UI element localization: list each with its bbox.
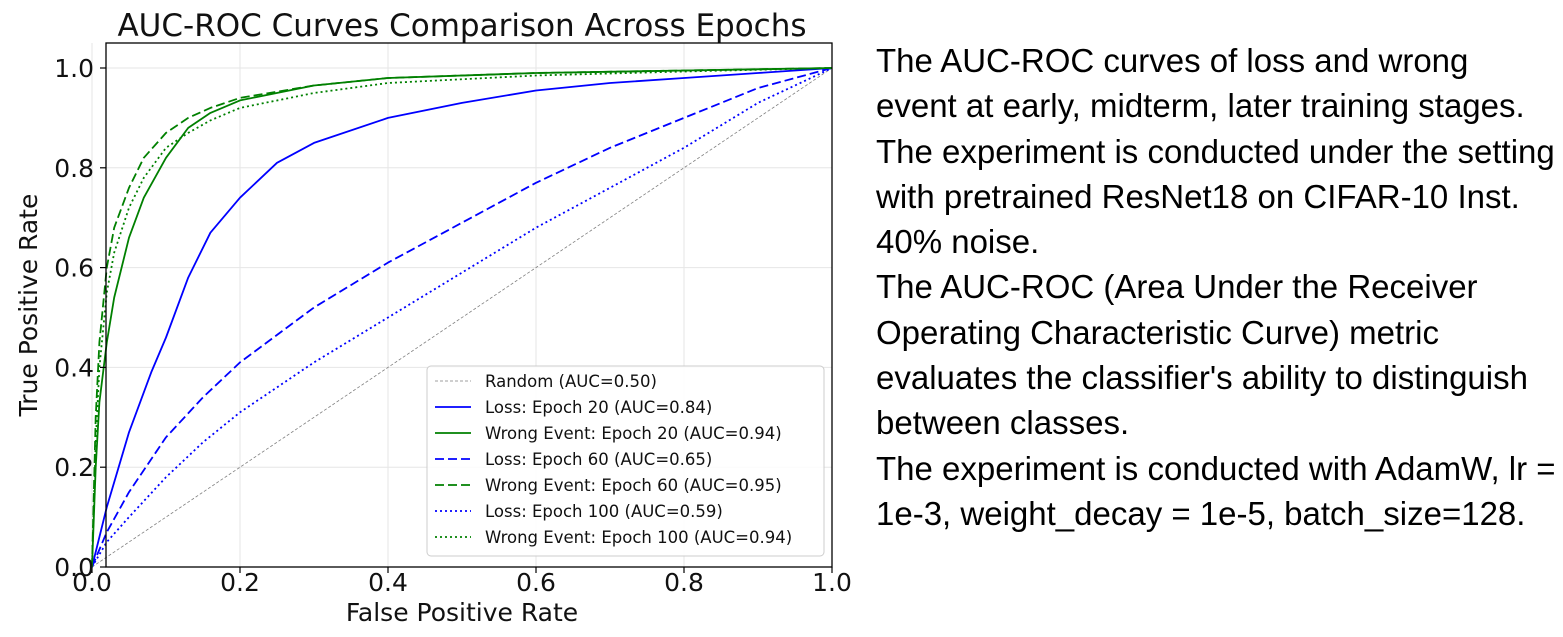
- legend: Random (AUC=0.50) Loss: Epoch 20 (AUC=0.8…: [426, 365, 825, 557]
- caption-paragraph-4: The experiment is conducted with AdamW, …: [876, 449, 1556, 532]
- caption-paragraph-1: The AUC-ROC curves of loss and wrong eve…: [876, 42, 1525, 125]
- y-tick-label: 0.8: [54, 154, 94, 183]
- series-line-1: [91, 67, 833, 568]
- series-line-6: [91, 67, 833, 568]
- plot-area: [91, 67, 833, 568]
- series-line-5: [91, 67, 833, 568]
- x-tick-label: 1.0: [812, 568, 852, 597]
- legend-label-5: Wrong Event: Epoch 60 (AUC=0.95): [485, 476, 782, 495]
- caption-paragraph-3: The AUC-ROC (Area Under the Receiver Ope…: [876, 268, 1528, 442]
- y-tick-label: 0.0: [54, 553, 94, 582]
- legend-label-3: Wrong Event: Epoch 20 (AUC=0.94): [485, 424, 782, 443]
- legend-label-2: Loss: Epoch 20 (AUC=0.84): [485, 398, 712, 417]
- x-tick-label: 0.4: [368, 568, 408, 597]
- legend-label-4: Loss: Epoch 60 (AUC=0.65): [485, 450, 712, 469]
- series-line-2: [91, 67, 833, 568]
- caption: The AUC-ROC curves of loss and wrong eve…: [876, 38, 1556, 536]
- x-tick-label: 0.6: [516, 568, 556, 597]
- legend-label-1: Random (AUC=0.50): [485, 372, 657, 391]
- chart-title: AUC-ROC Curves Comparison Across Epochs: [117, 8, 806, 44]
- x-axis-label: False Positive Rate: [346, 598, 578, 627]
- x-tick-label: 0.2: [220, 568, 260, 597]
- caption-paragraph-2: The experiment is conducted under the se…: [876, 132, 1555, 261]
- x-tick-label: 0.8: [664, 568, 704, 597]
- roc-chart: AUC-ROC Curves Comparison Across Epochs …: [14, 8, 852, 627]
- legend-box: [426, 365, 825, 557]
- y-tick-label: 0.4: [54, 353, 94, 382]
- y-tick-label: 1.0: [54, 54, 94, 83]
- y-axis-label: True Positive Rate: [14, 194, 43, 418]
- series-line-4: [91, 67, 833, 568]
- x-tick-label: 0.0: [72, 568, 112, 597]
- axes-frame: [105, 42, 833, 568]
- y-tick-label: 0.2: [54, 453, 94, 482]
- legend-label-7: Wrong Event: Epoch 100 (AUC=0.94): [485, 528, 792, 547]
- axis-ticks: 0.0 0.2 0.4 0.6 0.8 1.0 0.0 0.2 0.4 0.6 0.8 1.0: [54, 54, 852, 597]
- legend-label-6: Loss: Epoch 100 (AUC=0.59): [485, 502, 723, 521]
- series-line-7: [91, 67, 833, 568]
- y-tick-label: 0.6: [54, 254, 94, 283]
